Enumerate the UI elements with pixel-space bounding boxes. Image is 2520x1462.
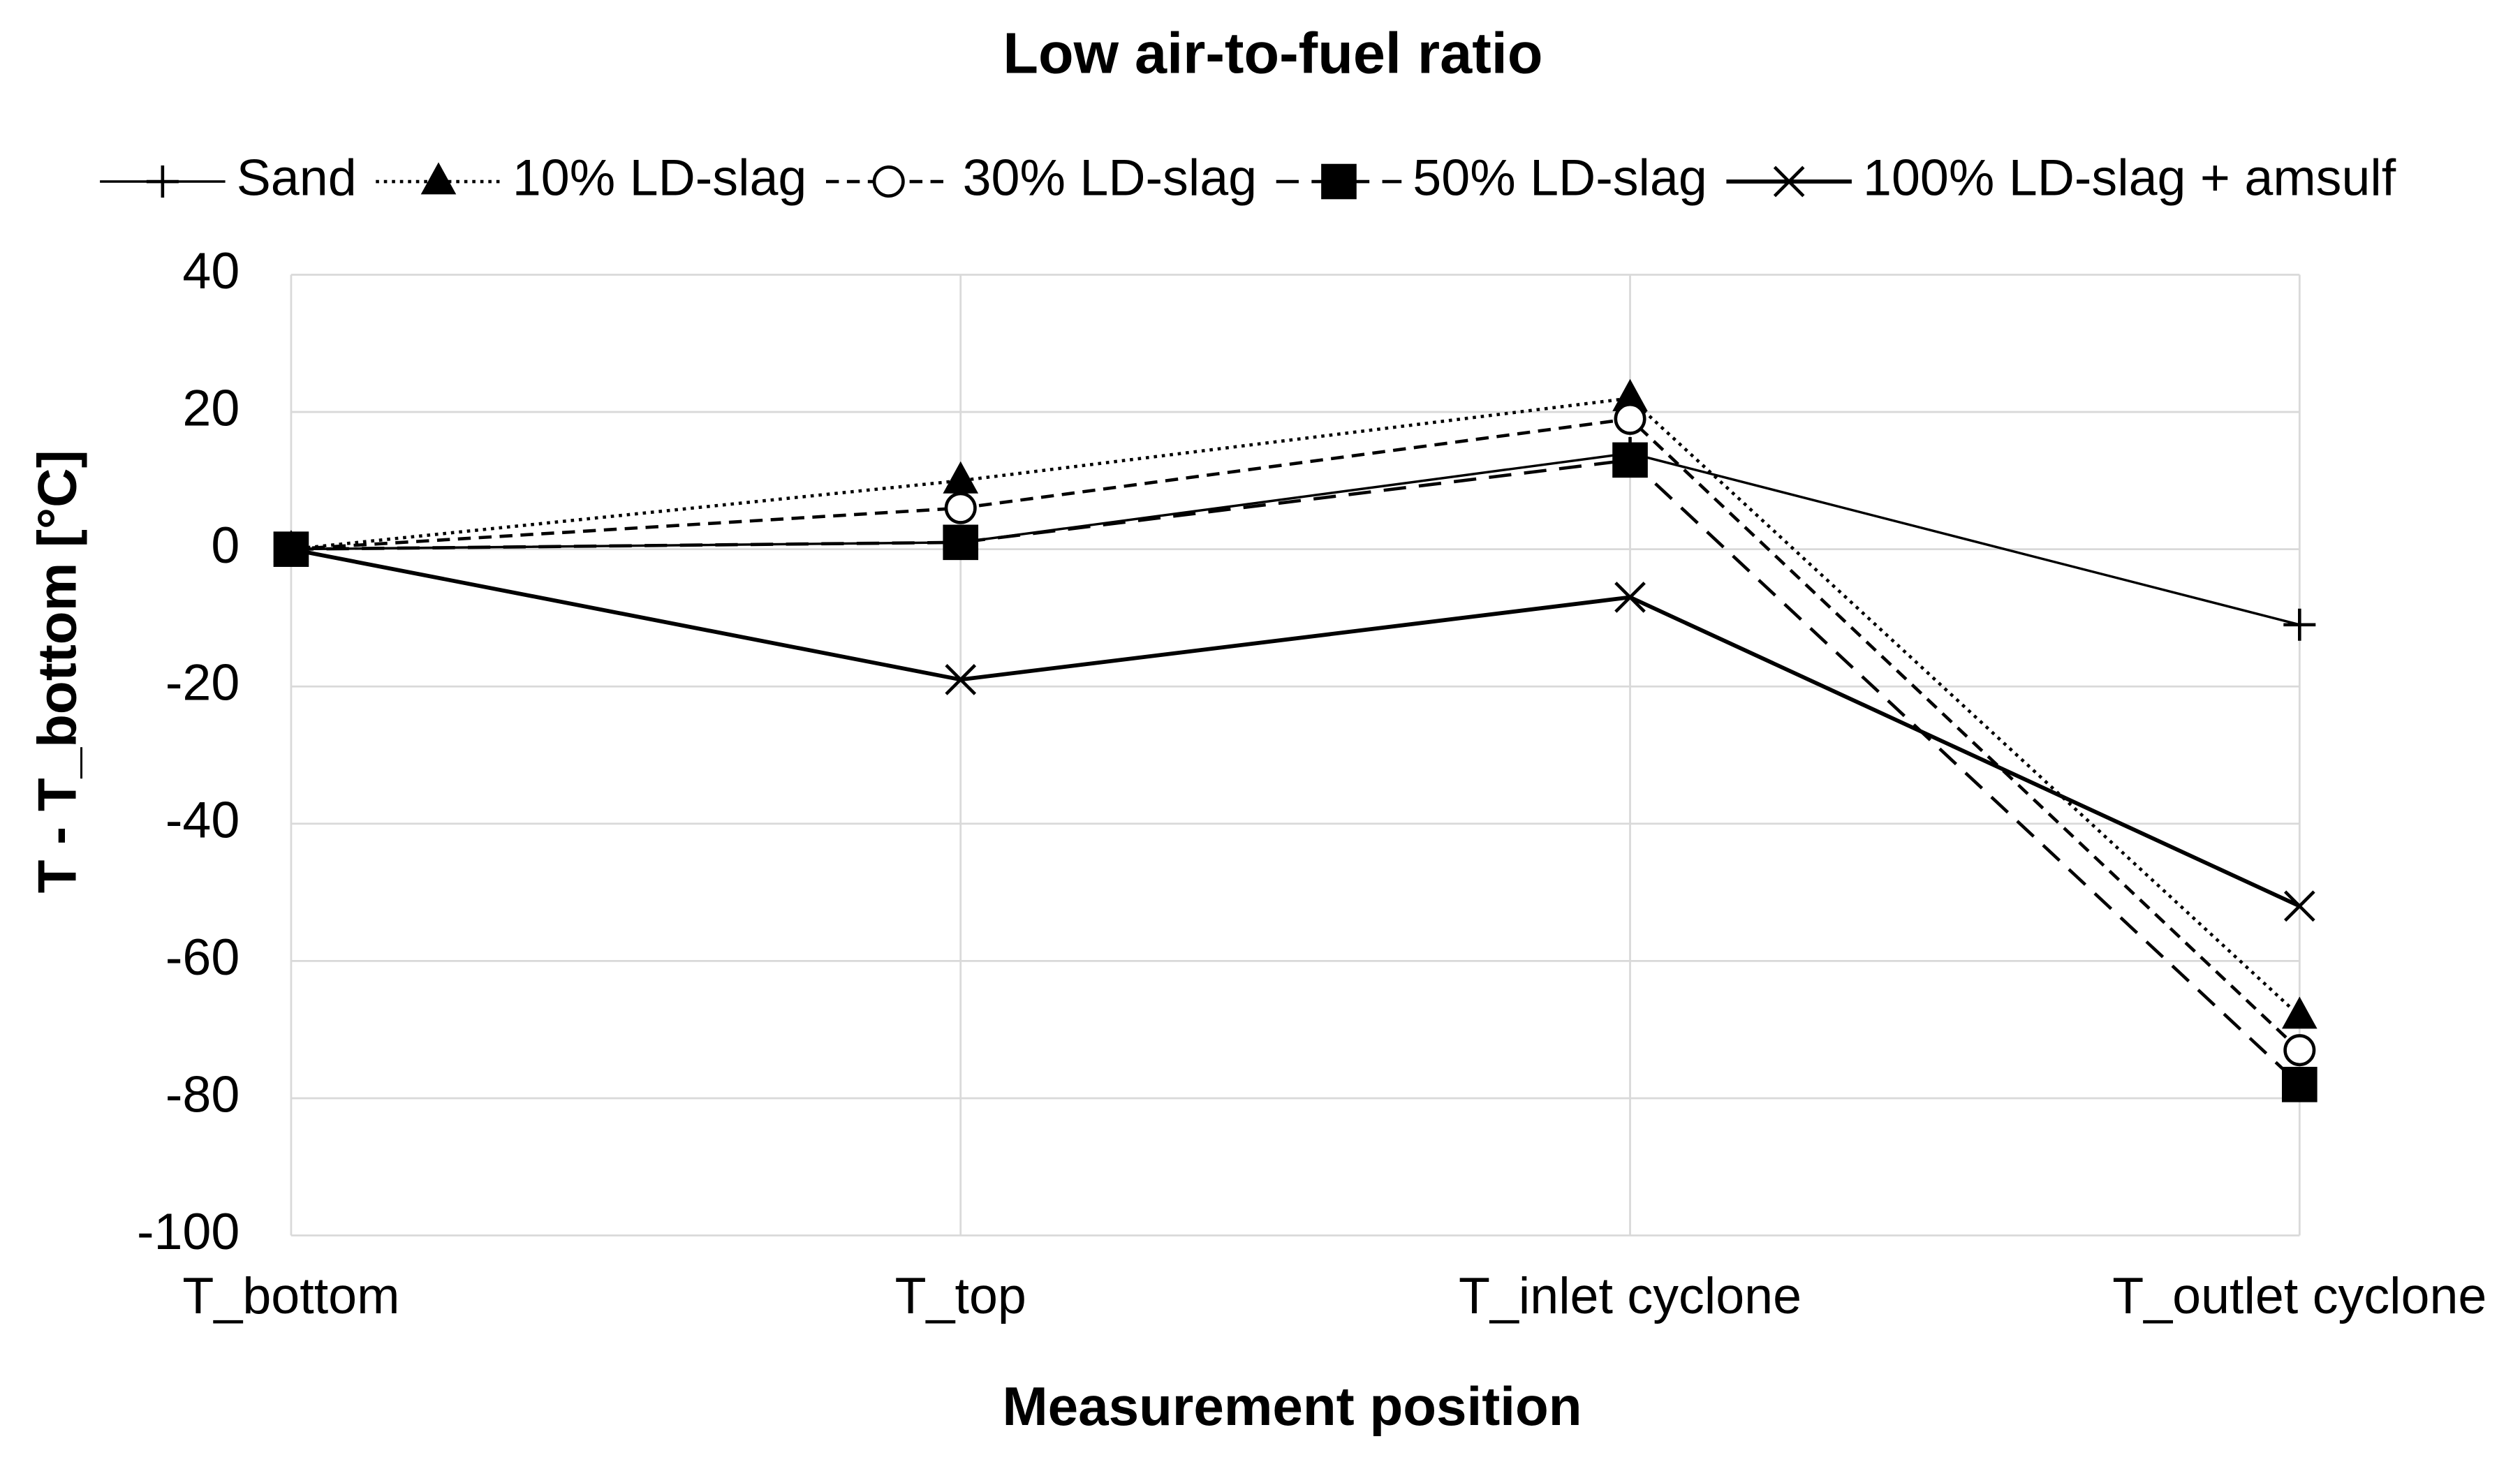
marker [2281, 1066, 2318, 1102]
x-tick-label: T_outlet cyclone [2112, 1267, 2486, 1324]
legend-label: 10% LD-slag [513, 148, 807, 206]
legend-label: 50% LD-slag [1413, 148, 1707, 206]
marker-shape [2283, 1034, 2316, 1067]
legend-marker [872, 165, 905, 198]
marker-shape [1612, 442, 1648, 478]
marker [2283, 1034, 2316, 1067]
marker-shape [945, 664, 977, 695]
x-tick-label: T_top [895, 1267, 1026, 1324]
x-tick-label: T_bottom [182, 1267, 399, 1324]
marker-shape [146, 165, 179, 198]
marker-shape [1614, 402, 1646, 435]
legend-item: 100% LD-slag + amsulf [1726, 148, 2396, 206]
marker-shape [872, 165, 905, 198]
marker-shape [1614, 582, 1646, 613]
marker-shape [2281, 996, 2318, 1029]
legend-marker [420, 162, 457, 195]
legend-marker [1773, 165, 1805, 198]
chart-title: Low air-to-fuel ratio [1003, 21, 1542, 86]
marker-shape [420, 162, 457, 195]
y-tick-label: 40 [182, 242, 240, 300]
marker [2283, 890, 2315, 922]
marker-shape [943, 524, 979, 561]
series-line [290, 547, 2301, 908]
legend-marker [1321, 163, 1357, 200]
y-tick-label: -80 [165, 1065, 240, 1123]
marker-shape [2283, 890, 2315, 922]
y-tick-label: -20 [165, 654, 240, 711]
marker-shape [944, 492, 977, 524]
marker-shape [275, 533, 307, 565]
legend-item: Sand [100, 148, 357, 206]
marker-shape [943, 461, 979, 494]
marker [275, 533, 307, 565]
marker [943, 461, 979, 494]
marker-shape [1321, 163, 1357, 200]
y-tick-label: -40 [165, 790, 240, 848]
y-tick-label: 20 [182, 379, 240, 437]
marker [945, 664, 977, 695]
marker [944, 492, 977, 524]
legend-item: 30% LD-slag [825, 148, 1258, 206]
series-line [290, 417, 2301, 1051]
y-axis-label: T - T_bottom [°C] [27, 450, 88, 893]
marker [1614, 402, 1646, 435]
legend-label: 30% LD-slag [963, 148, 1258, 206]
marker-shape [2283, 608, 2316, 641]
marker-shape [1773, 165, 1805, 198]
legend-label: Sand [237, 148, 357, 206]
marker-shape [1612, 378, 1648, 411]
marker [2281, 996, 2318, 1029]
series-line [290, 458, 2301, 1086]
x-axis-label: Measurement position [1002, 1375, 1582, 1437]
x-tick-label: T_inlet cyclone [1459, 1267, 1801, 1324]
marker-shape [2281, 1066, 2318, 1102]
marker [1612, 442, 1648, 478]
legend-item: 10% LD-slag [376, 148, 806, 206]
legend-item: 50% LD-slag [1276, 148, 1707, 206]
marker [2283, 608, 2316, 641]
y-tick-label: -100 [137, 1202, 240, 1260]
y-tick-label: -60 [165, 928, 240, 986]
legend-label: 100% LD-slag + amsulf [1863, 148, 2396, 206]
marker [1612, 378, 1648, 411]
marker [1614, 582, 1646, 613]
legend-marker [146, 165, 179, 198]
y-tick-label: 0 [211, 516, 240, 574]
marker [943, 524, 979, 561]
